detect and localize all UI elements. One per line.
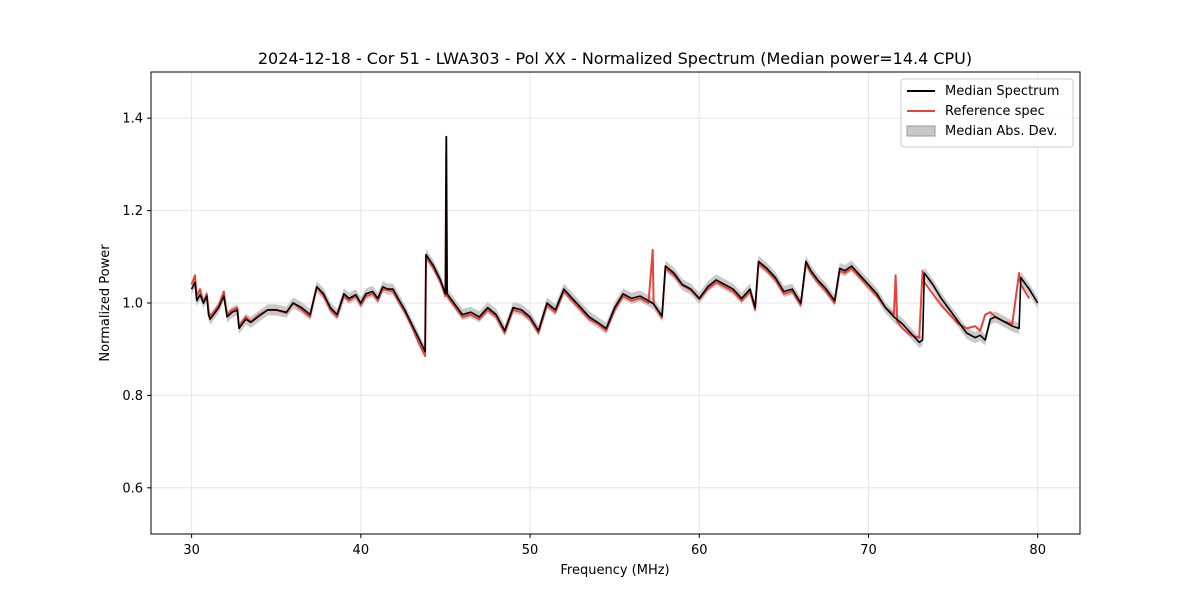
ticks: 30 40 50 60 70 80 0.6 0.8 1.0 1.2 1.4	[122, 112, 1046, 558]
y-tick-label: 1.4	[122, 112, 143, 127]
reference-spectrum-line	[190, 135, 1031, 358]
median-spectrum-line	[190, 135, 1039, 353]
legend-box	[900, 78, 1074, 148]
x-axis-label: Frequency (MHz)	[560, 563, 669, 578]
x-tick-label: 80	[1029, 543, 1046, 558]
y-tick-label: 0.6	[122, 481, 143, 496]
x-tick-label: 60	[691, 543, 708, 558]
x-tick-label: 40	[353, 543, 370, 558]
y-tick-label: 1.2	[122, 204, 143, 219]
legend: Median Spectrum Reference spec Median Ab…	[900, 78, 1074, 148]
legend-median-label: Median Spectrum	[945, 84, 1059, 99]
legend-reference-label: Reference spec	[945, 104, 1045, 119]
y-tick-label: 1.0	[122, 297, 143, 312]
x-tick-label: 50	[522, 543, 539, 558]
y-axis-label: Normalized Power	[98, 244, 113, 362]
x-tick-label: 70	[860, 543, 877, 558]
chart-title: 2024-12-18 - Cor 51 - LWA303 - Pol XX - …	[258, 49, 972, 68]
y-tick-label: 0.8	[122, 389, 143, 404]
data-layer	[190, 131, 1039, 358]
x-tick-label: 30	[183, 543, 200, 558]
legend-mad-swatch	[906, 125, 936, 137]
legend-mad-label: Median Abs. Dev.	[945, 124, 1057, 139]
